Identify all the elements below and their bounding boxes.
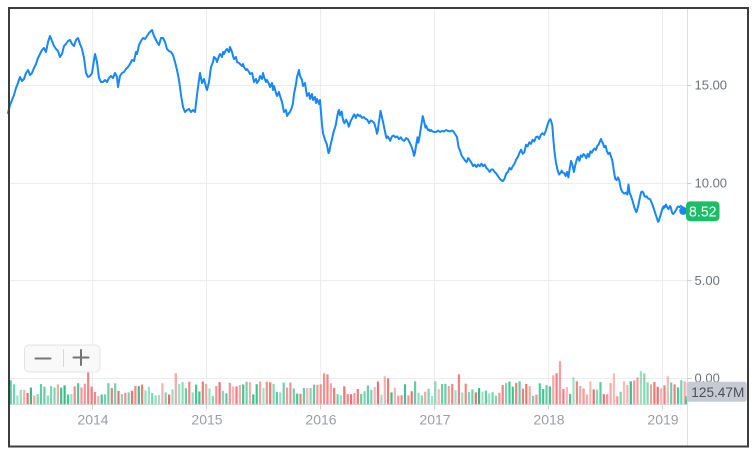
svg-text:5.00: 5.00 [695,273,720,288]
svg-text:15.00: 15.00 [695,78,728,93]
svg-text:8.52: 8.52 [689,205,717,221]
svg-text:2019: 2019 [647,412,678,428]
svg-text:2016: 2016 [305,412,336,428]
svg-text:2018: 2018 [533,412,564,428]
svg-text:125.47M: 125.47M [691,385,744,400]
svg-text:2014: 2014 [77,412,108,428]
svg-text:2015: 2015 [191,412,222,428]
svg-text:10.00: 10.00 [695,176,728,191]
svg-text:2017: 2017 [419,412,450,428]
